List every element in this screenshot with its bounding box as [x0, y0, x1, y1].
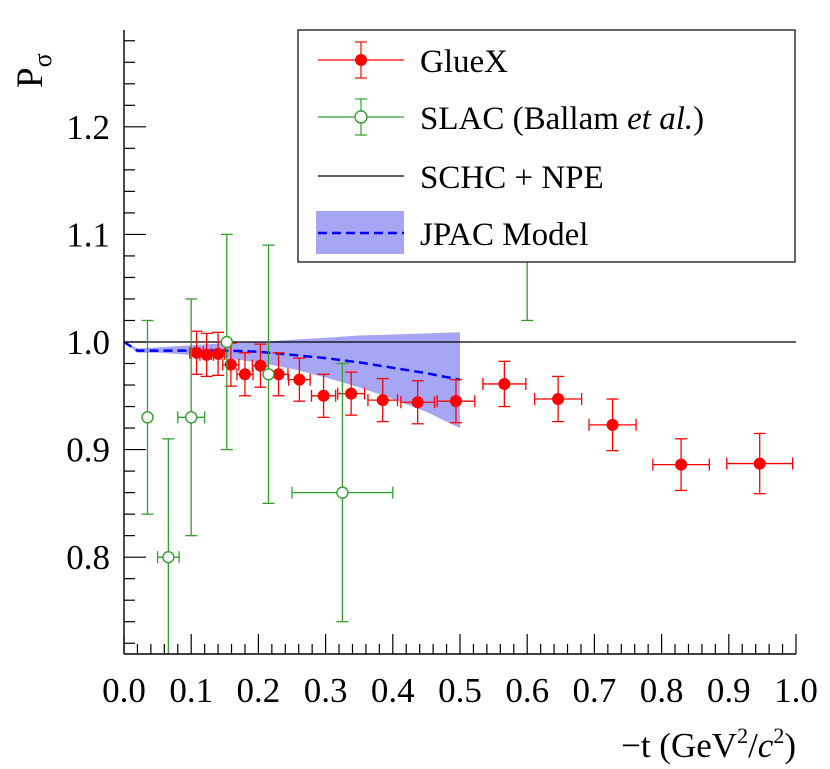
jpac-model-curve — [123, 340, 461, 381]
gluex-data-point — [337, 371, 366, 416]
x-tick-label: 0.1 — [169, 671, 213, 710]
x-axis-title-prefix: −t (GeV — [621, 726, 737, 765]
x-axis-title-slash: / — [748, 726, 758, 765]
gluex-marker — [675, 458, 688, 471]
slac-data-point — [177, 298, 206, 537]
gluex-marker — [238, 368, 251, 381]
slac-marker — [141, 411, 154, 424]
slac-data-point — [262, 244, 275, 505]
x-axis-title-sup: 2 — [737, 723, 748, 748]
gluex-data-point — [533, 375, 583, 423]
slac-marker — [162, 550, 175, 564]
gluex-marker — [345, 387, 358, 400]
slac-data-point — [156, 438, 180, 654]
data-marks — [141, 30, 794, 654]
gluex-data-point — [287, 357, 311, 402]
x-tick-label: 0.3 — [304, 671, 348, 710]
gluex-data-point — [588, 398, 637, 452]
legend-slac-label-pre: SLAC (Ballam — [420, 101, 627, 137]
slac-marker — [184, 411, 198, 424]
slac-marker — [336, 486, 349, 499]
gluex-data-point — [436, 379, 476, 424]
gluex-marker — [293, 373, 306, 386]
x-axis-title-sup2: 2 — [773, 723, 784, 748]
slac-marker — [262, 368, 275, 381]
gluex-marker — [190, 346, 203, 359]
legend-schc-label: SCHC + NPE — [420, 160, 604, 196]
y-tick-label: 0.9 — [66, 431, 110, 470]
gluex-marker — [212, 347, 225, 360]
y-axis-title-subscript: σ — [28, 53, 57, 67]
slac-marker — [220, 335, 234, 349]
gluex-data-point — [400, 380, 436, 425]
y-tick-label: 0.8 — [66, 538, 110, 577]
axis-ticks: 0.0 0.1 0.2 0.3 0.4 0.5 0.6 0.7 0.8 0.9 1.0 0.8 0.9 1… — [66, 40, 818, 710]
x-axis-title-suffix: ) — [784, 726, 796, 765]
legend-gluex-marker — [355, 54, 367, 66]
x-tick-label: 0.7 — [573, 671, 617, 710]
gluex-marker — [606, 418, 619, 431]
gluex-data-point — [652, 438, 710, 492]
legend-entry-jpac: JPAC Model — [316, 211, 588, 254]
gluex-marker — [449, 395, 462, 408]
x-tick-label: 0.8 — [640, 671, 684, 710]
gluex-data-point — [310, 373, 337, 418]
gluex-data-point — [482, 360, 527, 408]
gluex-marker — [498, 377, 511, 390]
legend-slac-label-italic: et al. — [627, 101, 693, 137]
gluex-marker — [411, 396, 424, 409]
gluex-marker — [254, 359, 267, 372]
gluex-marker — [552, 393, 565, 406]
slac-data-point — [291, 362, 394, 623]
y-tick-label: 1.1 — [66, 215, 110, 254]
gluex-data-point — [236, 352, 254, 397]
gluex-data-point — [726, 432, 794, 495]
gluex-data-point — [210, 331, 226, 377]
legend-slac-label-post: ) — [693, 101, 704, 137]
legend-entry-slac: SLAC (Ballam et al.) — [318, 98, 704, 137]
x-tick-label: 1.0 — [774, 671, 818, 710]
gluex-data-point — [367, 377, 399, 423]
y-tick-label: 1.2 — [66, 108, 110, 147]
gluex-marker — [317, 389, 330, 402]
legend: GlueX SLAC (Ballam et al.) SCHC + NPE JP… — [297, 29, 796, 263]
gluex-marker — [753, 457, 766, 470]
y-axis-title-main: P — [10, 67, 51, 88]
gluex-marker — [200, 348, 213, 361]
y-axis-title: Pσ — [10, 53, 57, 88]
legend-slac-marker — [354, 110, 368, 124]
x-tick-label: 0.0 — [102, 671, 146, 710]
gluex-marker — [272, 368, 285, 381]
gluex-marker — [376, 394, 389, 407]
legend-entry-gluex: GlueX — [318, 41, 508, 80]
legend-entry-schc: SCHC + NPE — [318, 160, 604, 196]
x-tick-label: 0.5 — [438, 671, 482, 710]
legend-gluex-label: GlueX — [420, 44, 508, 80]
slac-data-point — [220, 233, 234, 451]
slac-data-point — [141, 319, 154, 515]
x-tick-label: 0.4 — [371, 671, 415, 710]
x-axis-title: −t (GeV2/c2) — [621, 723, 796, 765]
x-tick-label: 0.9 — [707, 671, 751, 710]
x-tick-label: 0.2 — [237, 671, 281, 710]
legend-slac-label: SLAC (Ballam et al.) — [420, 101, 704, 137]
y-tick-label: 1.0 — [66, 323, 110, 362]
x-tick-label: 0.6 — [505, 671, 549, 710]
gluex-marker — [224, 358, 237, 371]
x-axis-title-c: c — [758, 726, 774, 765]
legend-jpac-label: JPAC Model — [420, 217, 588, 253]
